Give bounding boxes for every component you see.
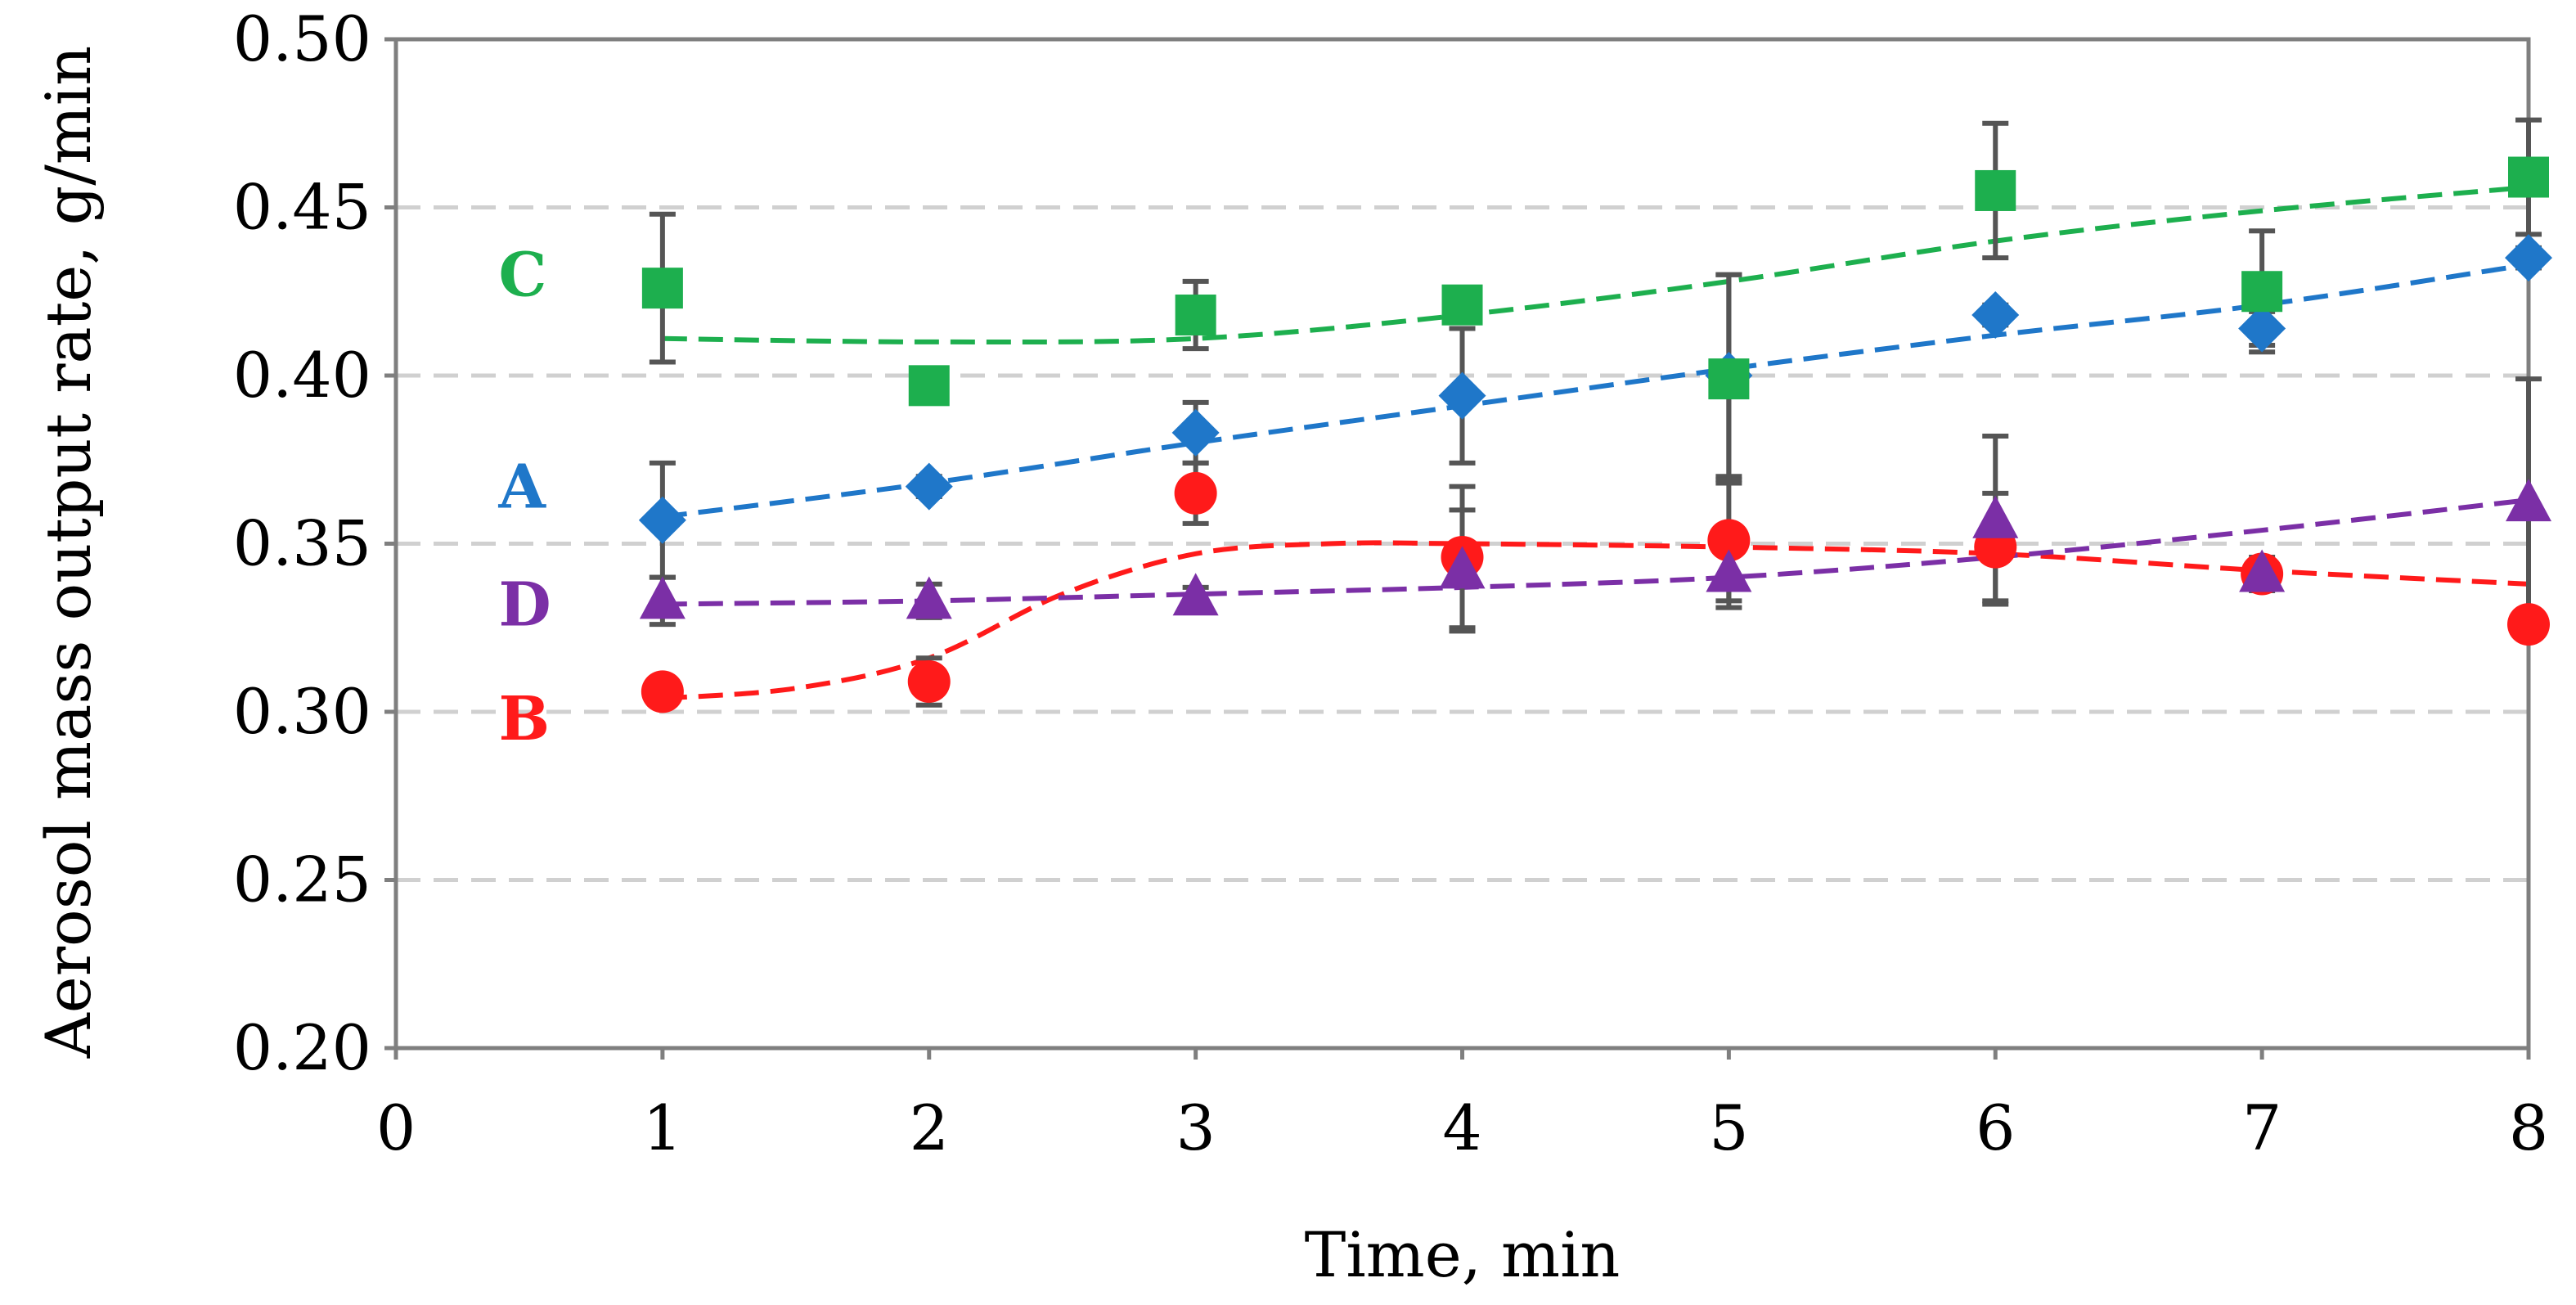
x-tick-label: 4 bbox=[1442, 1091, 1481, 1164]
data-point-c bbox=[1441, 284, 1483, 326]
y-axis-title: Aerosol mass output rate, g/min bbox=[32, 46, 105, 1059]
data-point-d bbox=[639, 576, 686, 619]
data-markers bbox=[638, 156, 2552, 713]
data-point-c bbox=[908, 365, 950, 407]
data-point-b bbox=[1174, 471, 1217, 515]
series-labels: A B C D bbox=[498, 241, 551, 755]
y-tick-label: 0.25 bbox=[233, 844, 371, 916]
data-point-d bbox=[2506, 479, 2551, 522]
data-point-c bbox=[2241, 271, 2283, 313]
series-label-a: A bbox=[498, 452, 547, 523]
y-axis-ticks: 0.20 0.25 0.30 0.35 0.40 0.45 0.50 bbox=[233, 2, 396, 1084]
data-point-a bbox=[905, 462, 953, 511]
data-point-d bbox=[2239, 549, 2286, 592]
data-point-a bbox=[1438, 371, 1486, 420]
series-label-c: C bbox=[499, 241, 547, 311]
data-point-c bbox=[2508, 156, 2549, 198]
x-axis-title: Time, min bbox=[1305, 1218, 1621, 1291]
x-tick-label: 5 bbox=[1709, 1091, 1748, 1164]
x-tick-label: 8 bbox=[2509, 1091, 2548, 1164]
data-point-c bbox=[1708, 358, 1750, 400]
trend-line-a bbox=[662, 262, 2529, 520]
x-tick-label: 1 bbox=[643, 1091, 682, 1164]
trend-line-c bbox=[662, 184, 2529, 345]
y-tick-label: 0.50 bbox=[233, 2, 371, 75]
data-point-a bbox=[2505, 234, 2552, 282]
data-point-c bbox=[1175, 295, 1216, 336]
data-point-b bbox=[2507, 603, 2550, 646]
data-point-c bbox=[641, 268, 683, 309]
data-point-d bbox=[1972, 495, 2019, 538]
y-tick-label: 0.45 bbox=[233, 171, 371, 244]
data-point-d bbox=[1706, 549, 1752, 592]
x-tick-label: 3 bbox=[1176, 1091, 1215, 1164]
series-label-d: D bbox=[499, 569, 551, 640]
data-point-b bbox=[1707, 519, 1751, 562]
x-tick-label: 6 bbox=[1976, 1091, 2015, 1164]
x-tick-label: 7 bbox=[2242, 1091, 2282, 1164]
y-tick-label: 0.20 bbox=[233, 1011, 371, 1084]
data-point-b bbox=[641, 670, 684, 713]
data-point-b bbox=[907, 660, 951, 704]
data-point-d bbox=[906, 576, 952, 619]
y-tick-label: 0.35 bbox=[233, 507, 371, 580]
series-label-b: B bbox=[499, 684, 551, 754]
y-tick-label: 0.40 bbox=[233, 339, 371, 412]
data-point-a bbox=[2238, 304, 2286, 353]
data-point-a bbox=[1171, 408, 1220, 457]
data-point-d bbox=[1172, 573, 1219, 616]
data-point-c bbox=[1975, 169, 2016, 211]
y-tick-label: 0.30 bbox=[233, 675, 371, 748]
x-tick-label: 2 bbox=[910, 1091, 949, 1164]
x-axis-ticks: 0 1 2 3 4 5 6 7 8 bbox=[376, 1048, 2548, 1164]
trend-line-d bbox=[662, 497, 2529, 607]
x-tick-label: 0 bbox=[376, 1091, 416, 1164]
data-point-a bbox=[1971, 291, 2020, 340]
trend-lines bbox=[662, 184, 2529, 701]
data-point-a bbox=[638, 496, 686, 544]
data-point-d bbox=[1439, 546, 1486, 589]
